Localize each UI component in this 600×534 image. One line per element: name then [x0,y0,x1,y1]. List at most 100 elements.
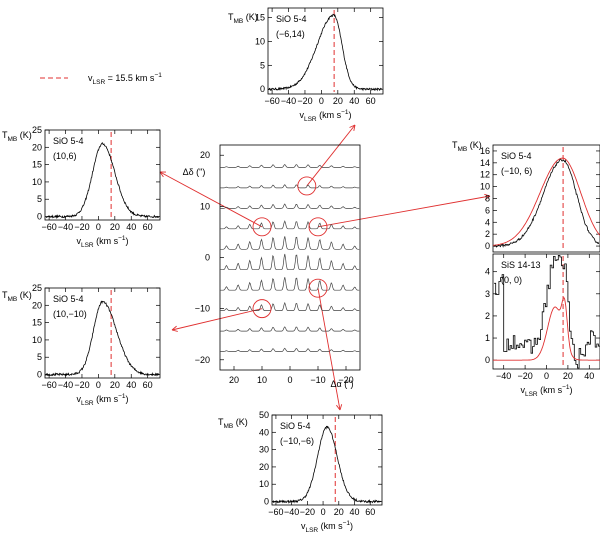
arrows-layer [159,124,491,411]
panel-left-upper-xlabel: vLSR (km s−1) [76,235,128,249]
panel-left-lower-xtick-label: −60 [41,380,56,390]
panel-right-upper-frame [492,144,600,253]
panel-left-upper-xtick-label: −40 [58,222,73,232]
panel-left-lower-spectrum [45,300,160,377]
panel-bottom-xtick-label: 60 [365,507,375,517]
panel-right-lower-spectrum [494,255,600,369]
legend-main: v [88,73,93,83]
map-xlabel: Δα (") [331,379,354,389]
panel-right-upper-ytick-label: 0 [485,241,490,251]
panel-bottom-xtick-label: 20 [334,507,344,517]
panel-top-position-label: (−6,14) [276,29,305,39]
arrow-line [317,195,491,228]
legend-rest: = 15.5 km s [105,73,155,83]
panel-top-xtick-label: 60 [366,96,376,106]
map-xtick-label: 20 [229,375,239,385]
legend-sub: LSR [93,79,106,86]
panel-left-lower-xtick-label: 40 [126,380,136,390]
panel-left-upper-xtick-label: 40 [126,222,136,232]
arrow-line [306,124,356,187]
panel-top-xtick-label: −60 [264,96,279,106]
panel-right-upper-ytick-label: 2 [485,229,490,239]
panel-top-xtick-label: −20 [297,96,312,106]
panel-left-upper-xtick-label: −60 [41,222,56,232]
panel-left-upper-position-label: (10,6) [53,151,77,161]
panel-bottom-ytick-label: 0 [264,497,269,507]
panel-bottom-ylabel: TMB (K) [218,417,248,430]
panel-top-xlabel: vLSR (km s−1) [299,109,351,123]
legend-text: vLSR = 15.5 km s−1 [88,72,162,86]
map-marker-circle [252,217,272,237]
panel-left-upper-xtick-label: 60 [143,222,153,232]
panel-top-ytick-label: 15 [255,13,265,23]
map-xtick-label: −10 [310,375,325,385]
panel-right-lower-ytick-label: 2 [485,311,490,321]
panel-left-upper-xtick-label: 0 [96,222,101,232]
panel-bottom-xtick-label: −20 [300,507,315,517]
panel-right-lower-xtick-label: −40 [496,371,511,381]
arrow-head [159,171,167,178]
map-marker-circle [308,217,328,237]
panel-right-upper-ytick-label: 10 [480,182,490,192]
panel-bottom-xtick-label: −60 [268,507,283,517]
panel-bottom-frame [271,414,383,506]
panel-left-lower-xtick-label: 20 [110,380,120,390]
arrow-line [171,308,263,331]
panel-top-ylabel: TMB (K) [228,12,258,25]
panel-top-xtick-label: 40 [349,96,359,106]
legend-sup: −1 [154,72,162,79]
panel-bottom-ytick-label: 20 [259,462,269,472]
panel-left-lower-xtick-label: 60 [143,380,153,390]
arrow-line [317,288,341,411]
panel-right-upper-position-label: (−10, 6) [501,166,532,176]
arrow-head [484,193,491,200]
panel-bottom-xtick-label: 0 [321,507,326,517]
map-ytick-label: 20 [200,150,210,160]
panel-left-upper-ytick-label: 5 [37,194,42,204]
arrow-head [336,404,343,411]
panel-left-upper-frame [44,129,161,221]
panel-bottom-position-label: (−10,−6) [280,436,314,446]
panel-top-xtick-label: 20 [333,96,343,106]
panel-right-lower-frame [492,253,600,370]
panel-left-lower-ytick-label: 0 [37,370,42,380]
arrow-head [349,124,356,131]
panel-bottom-ytick-label: 40 [259,427,269,437]
panel-left-upper-xtick-label: 20 [110,222,120,232]
map-ytick-label: 0 [205,253,210,263]
panel-top: 0 5 10 15 −60 −40 −20 0 20 40 60 SiO 5-4 (−6,14) TMB … [228,7,384,123]
map-xtick-label: 10 [257,375,267,385]
panel-right-upper-ytick-label: 14 [480,158,490,168]
panel-bottom-xtick-label: 40 [349,507,359,517]
panel-left-upper-xtick-label: −20 [74,222,89,232]
panel-right-upper-model [492,157,600,246]
panel-bottom: 0 10 20 30 40 50 −60 −40 −20 0 20 40 60 SiO 5-4 (−10,−… [218,410,383,534]
map-spectrum-row [220,347,360,352]
panel-left-upper-ylabel: TMB (K) [2,130,32,143]
map-ytick-label: −10 [195,304,210,314]
map-marker-circle [252,299,272,319]
panel-left-upper-ytick-label: 25 [32,125,42,135]
panel-right-lower-xlabel: vLSR (km s−1) [520,384,572,398]
panel-right-upper: 0 2 4 68 10 12 14 16 SiO 5-4 (−10, 6) TMB (K) [452,140,600,253]
panel-left-lower-ylabel: TMB (K) [2,290,32,303]
panel-right-upper-ytick-label: 12 [480,170,490,180]
map-spectrum-row [220,184,360,189]
arrow-head [171,325,178,332]
panel-right-upper-spectrum [493,158,600,248]
panel-left-lower-ytick-label: 10 [32,335,42,345]
panel-bottom-line-label: SiO 5-4 [280,421,311,431]
map-ytick-label: 10 [200,201,210,211]
panel-left-upper-line-label: SiO 5-4 [53,136,84,146]
panel-left-lower-ytick-label: 5 [37,352,42,362]
panel-right-lower-model [493,297,600,361]
panel-left-upper-spectrum [45,142,160,220]
panel-left-lower-line-label: SiO 5-4 [53,294,84,304]
panel-left-lower-position-label: (10,−10) [53,309,87,319]
panel-top-line-label: SiO 5-4 [276,14,307,24]
panel-top-xtick-label: −40 [281,96,296,106]
map-xtick-label: 0 [287,375,292,385]
panel-left-lower-ytick-label: 25 [32,283,42,293]
